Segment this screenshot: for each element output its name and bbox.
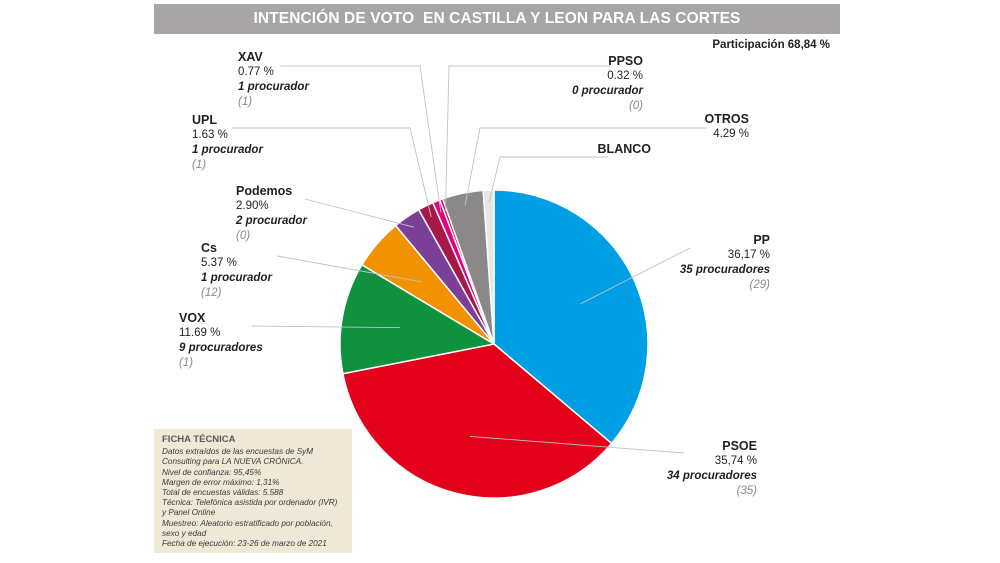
label-name: BLANCO <box>597 142 651 156</box>
leader-line-blanco <box>488 156 608 203</box>
label-prev: (0) <box>236 230 251 242</box>
pie-slice-psoe <box>342 343 613 499</box>
label-vox: VOX 11.69 % 9 procuradores (1) <box>179 311 263 371</box>
label-name: UPL <box>192 113 217 127</box>
leader-line-cs <box>276 255 422 283</box>
technical-sheet-line: y Panel Online <box>162 508 216 518</box>
label-name: XAV <box>238 50 263 64</box>
label-name: Cs <box>201 241 217 255</box>
label-cs: Cs 5.37 % 1 procurador (12) <box>201 241 272 301</box>
label-otros: OTROS 4.29 % <box>705 112 749 142</box>
leader-line-otros <box>464 127 707 206</box>
leader-line-pp <box>580 247 691 305</box>
leader-line-ppso <box>444 65 610 211</box>
label-seats: 0 procurador <box>572 85 643 97</box>
label-pct: 4.29 % <box>713 128 749 140</box>
label-prev: (1) <box>179 357 194 369</box>
label-pct: 11.69 % <box>179 327 221 339</box>
leader-line-psoe <box>469 435 685 454</box>
chart-title: INTENCIÓN DE VOTO EN CASTILLA Y LEON PAR… <box>154 4 840 34</box>
label-prev: (1) <box>238 96 253 108</box>
label-blanco: BLANCO <box>598 142 651 157</box>
label-upl: UPL 1.63 % 1 procurador (1) <box>192 113 263 173</box>
label-pct: 1.63 % <box>192 129 228 141</box>
label-pct: 35,74 % <box>714 455 757 467</box>
label-xav: XAV 0.77 % 1 procurador (1) <box>238 50 309 110</box>
label-seats: 9 procuradores <box>179 342 263 354</box>
label-podemos: Podemos 2.90% 2 procurador (0) <box>236 184 307 244</box>
label-pct: 0.77 % <box>238 66 274 78</box>
label-name: VOX <box>179 311 206 325</box>
label-seats: 1 procurador <box>192 144 263 156</box>
label-prev: (35) <box>736 485 757 497</box>
label-seats: 35 procuradores <box>679 264 770 276</box>
label-prev: (12) <box>201 287 222 299</box>
label-psoe: PSOE 35,74 % 34 procuradores (35) <box>667 439 757 499</box>
label-pct: 36,17 % <box>727 249 770 261</box>
label-pct: 0.32 % <box>607 70 643 82</box>
label-pp: PP 36,17 % 35 procuradores (29) <box>680 233 770 293</box>
technical-sheet-line: Datos extraídos de las encuestas de SyM <box>162 447 314 457</box>
technical-sheet-line: sexo y edad <box>162 528 207 538</box>
label-ppso: PPSO 0.32 % 0 procurador (0) <box>572 54 643 114</box>
leader-line-upl <box>232 127 432 218</box>
technical-sheet-line: Fecha de ejecución: 23-26 de marzo de 20… <box>162 539 327 549</box>
label-seats: 1 procurador <box>201 272 272 284</box>
technical-sheet-line: Total de encuestas válidas: 5.588 <box>162 488 284 498</box>
technical-sheet-line: Técnica: Telefónica asistida por ordenad… <box>162 498 338 508</box>
label-pct: 5.37 % <box>201 257 237 269</box>
label-name: PPSO <box>608 54 643 68</box>
label-name: PSOE <box>722 439 757 453</box>
label-prev: (0) <box>628 100 643 112</box>
technical-sheet-heading: FICHA TÉCNICA <box>162 434 236 445</box>
leader-line-xav <box>280 65 442 213</box>
technical-sheet-line: Margen de error máximo: 1,31% <box>162 477 280 487</box>
technical-sheet: FICHA TÉCNICA Datos extraídos de las enc… <box>154 429 352 553</box>
leader-line-vox <box>251 325 400 329</box>
label-prev: (1) <box>192 159 207 171</box>
label-name: OTROS <box>704 112 749 126</box>
pie-slice-vox <box>339 263 497 375</box>
pie-slice-pp <box>493 189 649 445</box>
pie-slice-blanco <box>482 189 495 345</box>
technical-sheet-line: Consulting para LA NUEVA CRÓNICA. <box>162 457 304 467</box>
leader-line-podemos <box>304 198 414 228</box>
label-prev: (29) <box>749 279 770 291</box>
label-seats: 1 procurador <box>238 81 309 93</box>
label-seats: 34 procuradores <box>666 470 757 482</box>
label-seats: 2 procurador <box>236 215 307 227</box>
label-name: Podemos <box>236 184 293 198</box>
label-name: PP <box>753 233 770 247</box>
participation-text: Participación 68,84 % <box>712 39 830 51</box>
technical-sheet-line: Nivel de confianza: 95,45% <box>162 467 262 477</box>
technical-sheet-line: Muestreo: Aleatorio estratificado por po… <box>162 518 333 528</box>
label-pct: 2.90% <box>236 200 269 212</box>
